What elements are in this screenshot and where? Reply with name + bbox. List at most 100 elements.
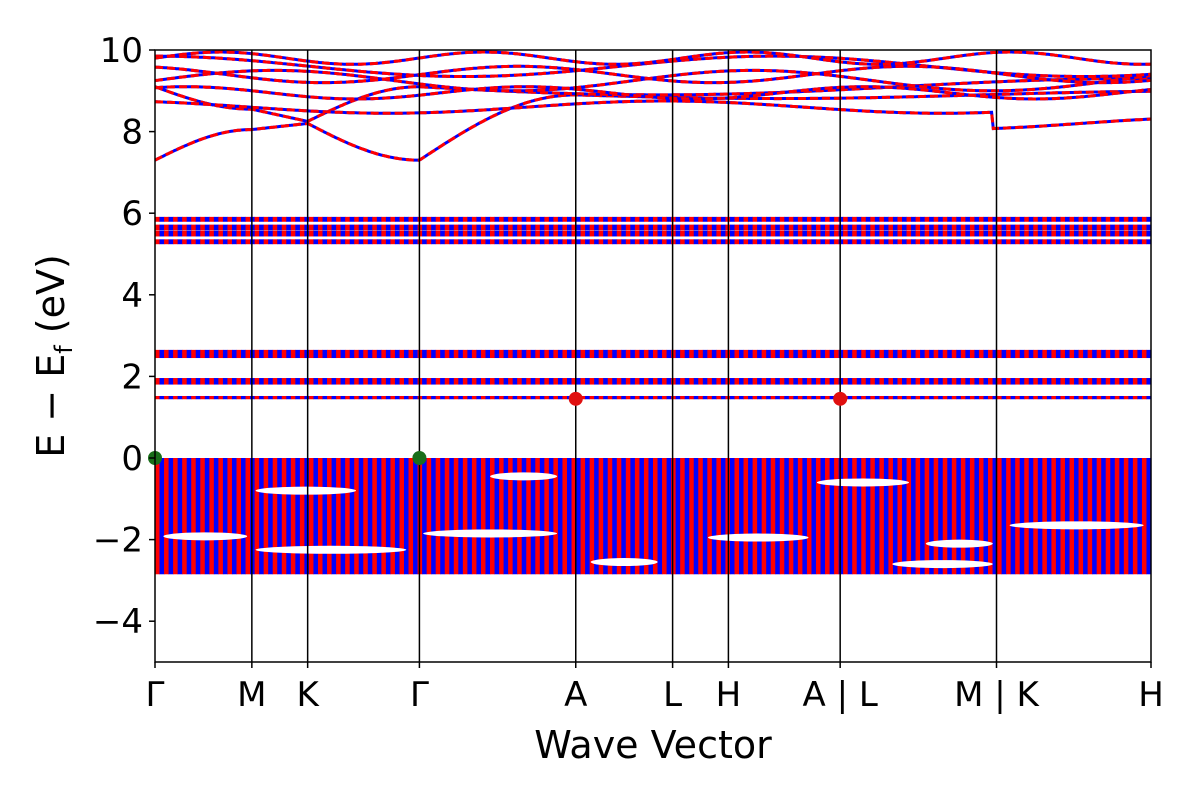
flat-band-segment [662,239,667,245]
valence-band-stripe [711,458,717,575]
flat-band-segment [1141,216,1147,222]
flat-band-segment [630,395,636,400]
flat-band-segment [1119,395,1125,400]
band-gap-sliver [423,529,558,538]
flat-band-segment [825,378,830,385]
flat-band-segment [313,349,319,359]
flat-band-segment [1060,239,1066,245]
flat-band-segment [978,349,984,359]
flat-band-segment [580,216,586,222]
flat-band-segment [1028,349,1034,359]
flat-band-segment [797,224,803,231]
flat-band-segment [413,216,418,222]
flat-band-segment [1083,224,1089,231]
valence-band-stripe [739,458,744,575]
flat-band-segment [974,216,980,222]
conduction-band-down [155,99,1151,131]
flat-band-segment [200,239,206,245]
flat-band-segment [938,395,944,400]
flat-band-segment [666,378,672,385]
flat-band-segment [431,378,437,385]
flat-band-segment [173,378,179,385]
flat-band-segment [327,216,332,222]
flat-band-segment [227,216,233,222]
flat-band-segment [684,395,690,400]
valence-band-stripe [499,458,504,575]
flat-band-segment [557,239,563,245]
flat-band-segment [399,224,405,231]
flat-band-segment [1028,239,1034,245]
valence-band-stripe [969,458,975,575]
flat-band-segment [1114,230,1120,237]
flat-band-segment [449,349,455,359]
valence-band-stripe [634,458,640,575]
flat-band-segment [295,224,301,231]
flat-band-segment [413,230,418,237]
flat-band-segment [390,230,396,237]
flat-band-segment [327,378,332,385]
flat-band-segment [195,378,201,385]
flat-band-segment [870,230,876,237]
flat-band-segment [295,216,301,222]
flat-band-segment [811,349,817,359]
flat-band-segment [675,224,681,231]
flat-band-segment [951,230,957,237]
flat-band-segment [544,230,550,237]
flat-band-segment [241,230,246,237]
flat-band-segment [159,216,165,222]
flat-band-segment [761,349,767,359]
flat-band-segment [259,224,265,231]
flat-band-segment [499,216,504,222]
flat-band-segment [490,395,495,400]
flat-band-segment [435,224,441,231]
flat-band-segment [173,349,179,359]
flat-band-segment [191,349,197,359]
valence-band-stripe [924,458,930,575]
flat-band-segment [1024,224,1030,231]
flat-band-segment [345,230,351,237]
flat-band-segment [168,349,174,359]
flat-band-segment [603,224,609,231]
flat-band-segment [336,239,342,245]
flat-band-segment [376,395,382,400]
valence-band-stripe [372,458,378,575]
flat-band-segment [413,349,418,359]
valence-band-stripe [218,458,224,575]
flat-band-segment [616,224,622,231]
flat-band-segment [585,395,591,400]
flat-band-segment [485,349,491,359]
flat-band-segment [956,395,962,400]
flat-band-segment [1074,239,1079,245]
flat-band-segment [286,224,292,231]
valence-band-stripe [992,458,998,575]
flat-band-segment [920,224,926,231]
flat-band-segment [295,230,301,237]
flat-band-segment [444,216,450,222]
flat-band-segment [1010,239,1016,245]
valence-band-stripe [462,458,468,575]
flat-band-segment [861,378,867,385]
flat-band-segment [621,230,627,237]
flat-band-segment [711,230,717,237]
valence-band-stripe [811,458,817,575]
flat-band-segment [236,395,242,400]
flat-band-segment [748,378,753,385]
flat-band-segment [1132,378,1138,385]
valence-band-stripe [662,458,667,575]
flat-band-segment [938,239,944,245]
flat-band-segment [897,230,903,237]
valence-band-stripe [512,458,518,575]
flat-band-segment [743,216,749,222]
flat-band-segment [164,378,169,385]
flat-band-segment [159,349,165,359]
flat-band-segment [404,349,409,359]
flat-band-segment [720,216,726,222]
flat-band-segment [960,378,966,385]
valence-band-stripe [1137,458,1143,575]
flat-band-segment [566,239,572,245]
flat-band-segment [702,216,708,222]
flat-band-segment [634,349,640,359]
flat-band-segment [630,230,636,237]
flat-band-segment [304,378,310,385]
x-tick-label: M [237,675,266,715]
